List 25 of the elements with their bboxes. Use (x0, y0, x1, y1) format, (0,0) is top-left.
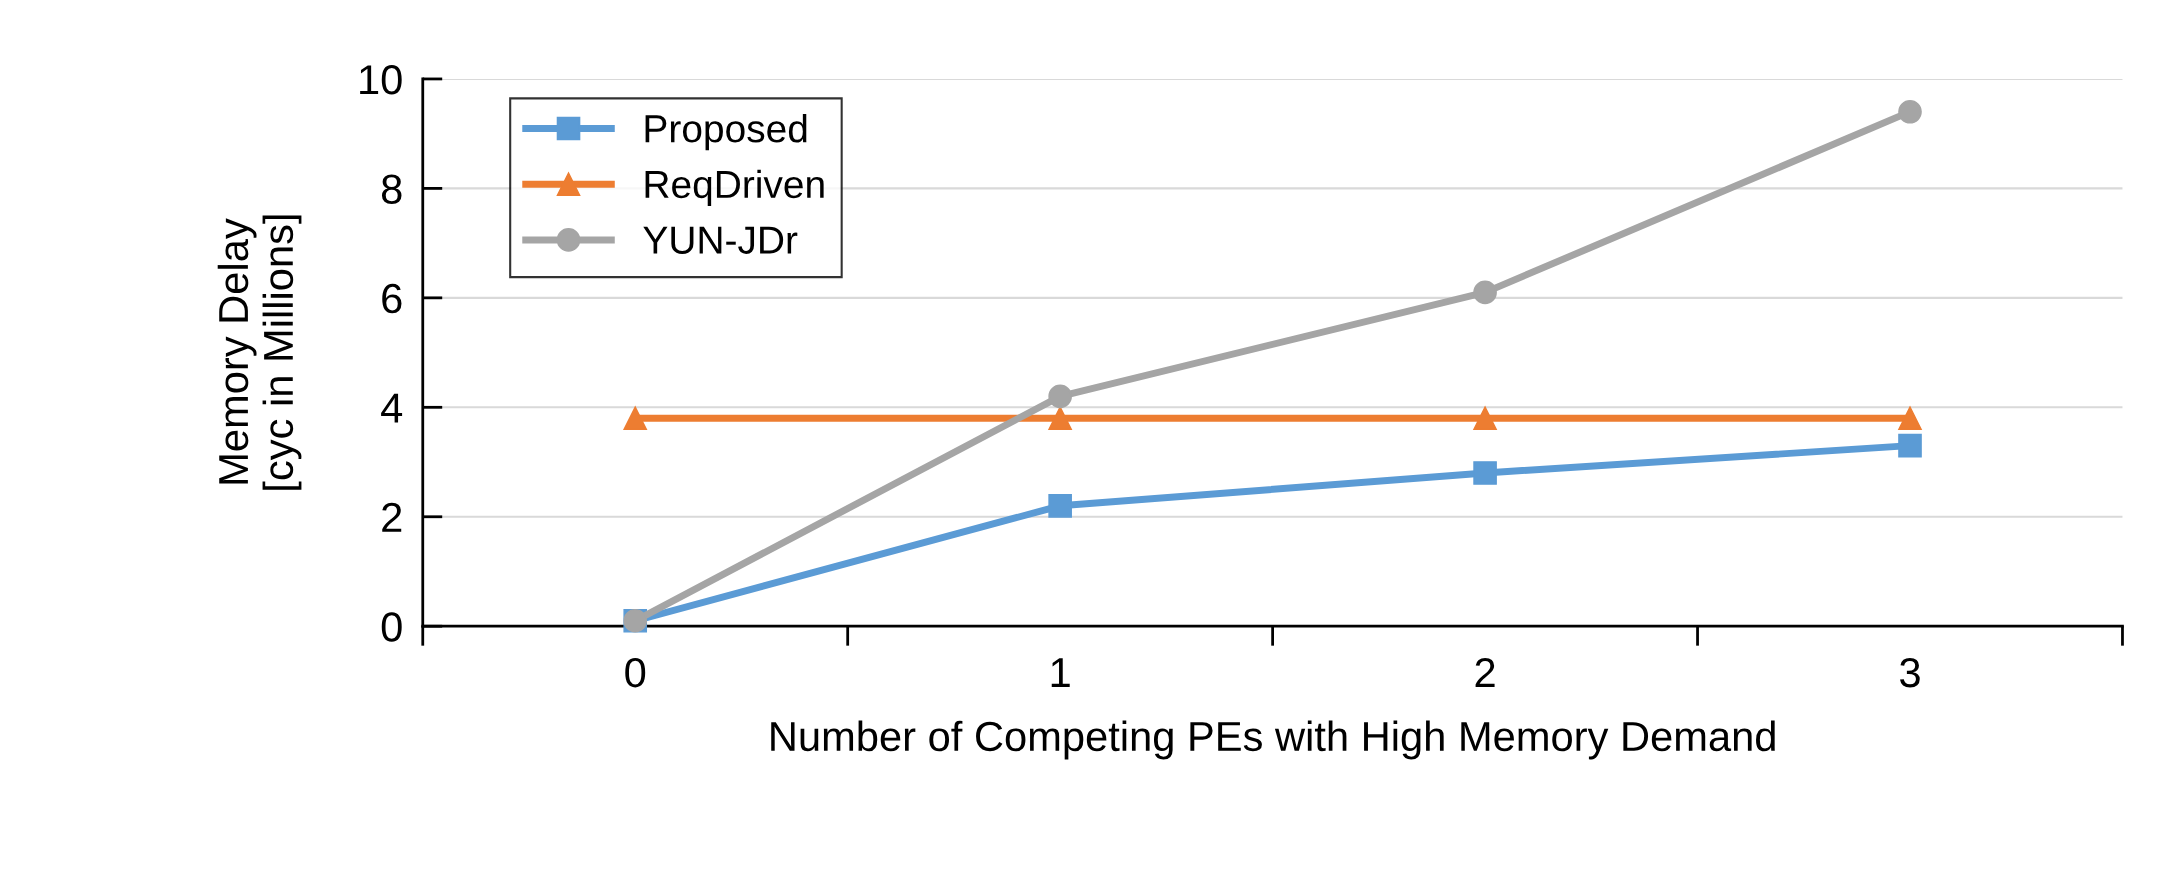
x-axis-title: Number of Competing PEs with High Memory Demand (771, 720, 1775, 760)
x-tick-label: 3 (1900, 657, 1920, 688)
point (1898, 99, 1922, 124)
x-tick-label: 0 (625, 657, 646, 688)
legend-label: YUN-JDr (643, 226, 798, 254)
x-tick-label: 2 (1475, 657, 1495, 687)
point (1473, 280, 1497, 305)
y-tick-label: 4 (381, 393, 403, 423)
point (1473, 461, 1497, 485)
point (1473, 406, 1497, 431)
y-axis-title: Memory Delay [cyc in Millions] (217, 215, 302, 490)
y-tick-label: 6 (382, 283, 402, 314)
y-tick-label: 2 (382, 502, 402, 532)
legend-label: Proposed (645, 113, 807, 151)
y-tick-label: 10 (360, 64, 402, 95)
point (1898, 406, 1922, 431)
point (1898, 433, 1922, 458)
legend-label: ReqDriven (645, 169, 824, 206)
point (623, 406, 648, 431)
y-tick-label: 8 (381, 174, 402, 204)
x-tick-label: 1 (1051, 658, 1070, 687)
point (1048, 494, 1072, 518)
y-tick-label: 0 (381, 612, 402, 642)
point (1048, 406, 1072, 431)
point (1048, 384, 1072, 409)
